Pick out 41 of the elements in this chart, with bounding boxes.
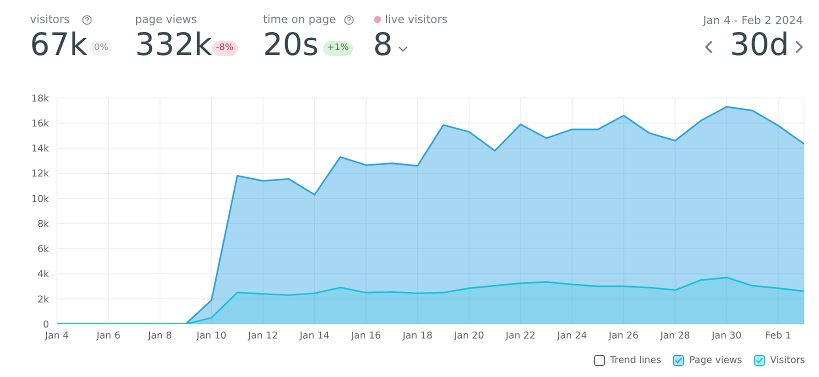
- x-tick-label: Jan 20: [453, 330, 484, 342]
- y-tick-label: 18k: [31, 93, 50, 104]
- text: Trend lines: [609, 355, 662, 366]
- text: 67k: [30, 27, 88, 63]
- y-tick-label: 12k: [31, 168, 50, 180]
- x-tick-label: Jan 16: [350, 330, 381, 342]
- x-tick-label: Jan 4: [44, 330, 69, 342]
- text: 332k: [135, 27, 212, 63]
- y-tick-label: 10k: [31, 194, 50, 205]
- legend-label: Visitors: [769, 355, 805, 366]
- text: 20s: [263, 27, 319, 63]
- x-tick-label: Jan 28: [659, 330, 690, 342]
- x-tick-label: Jan 24: [556, 330, 588, 342]
- y-tick-label: 14k: [31, 144, 50, 155]
- text: +1%: [323, 41, 353, 56]
- x-tick-label: Jan 6: [96, 330, 120, 342]
- y-tick-label: 6k: [37, 244, 50, 256]
- text: time on page: [263, 13, 336, 26]
- x-tick-label: Jan 10: [196, 330, 226, 342]
- x-tick-label: Jan 8: [147, 330, 172, 342]
- text: page views: [135, 13, 198, 26]
- y-tick-label: 16k: [31, 118, 50, 130]
- x-tick-label: Jan 12: [247, 330, 278, 342]
- x-tick-label: Jan 14: [298, 330, 330, 342]
- text: visitors: [30, 13, 70, 26]
- x-tick-label: Jan 18: [402, 330, 433, 342]
- x-tick-label: Jan 26: [608, 330, 639, 342]
- text: 30d: [730, 27, 789, 63]
- text: 0%: [90, 41, 112, 56]
- x-tick-label: Jan 22: [504, 330, 536, 342]
- y-tick-label: 4k: [37, 269, 50, 280]
- text: 8: [373, 27, 393, 63]
- y-tick-label: 2k: [37, 294, 50, 306]
- text: live visitors: [385, 13, 448, 26]
- x-tick-label: Feb 1: [765, 330, 792, 342]
- text: -8%: [212, 41, 238, 56]
- chart-subtitle: Jan 4 - Feb 2 2024: [703, 14, 803, 27]
- y-tick-label: 0: [42, 319, 49, 330]
- y-tick-label: 8k: [37, 218, 50, 230]
- legend-label: Page views: [688, 355, 742, 366]
- x-tick-label: Jan 30: [710, 330, 742, 342]
